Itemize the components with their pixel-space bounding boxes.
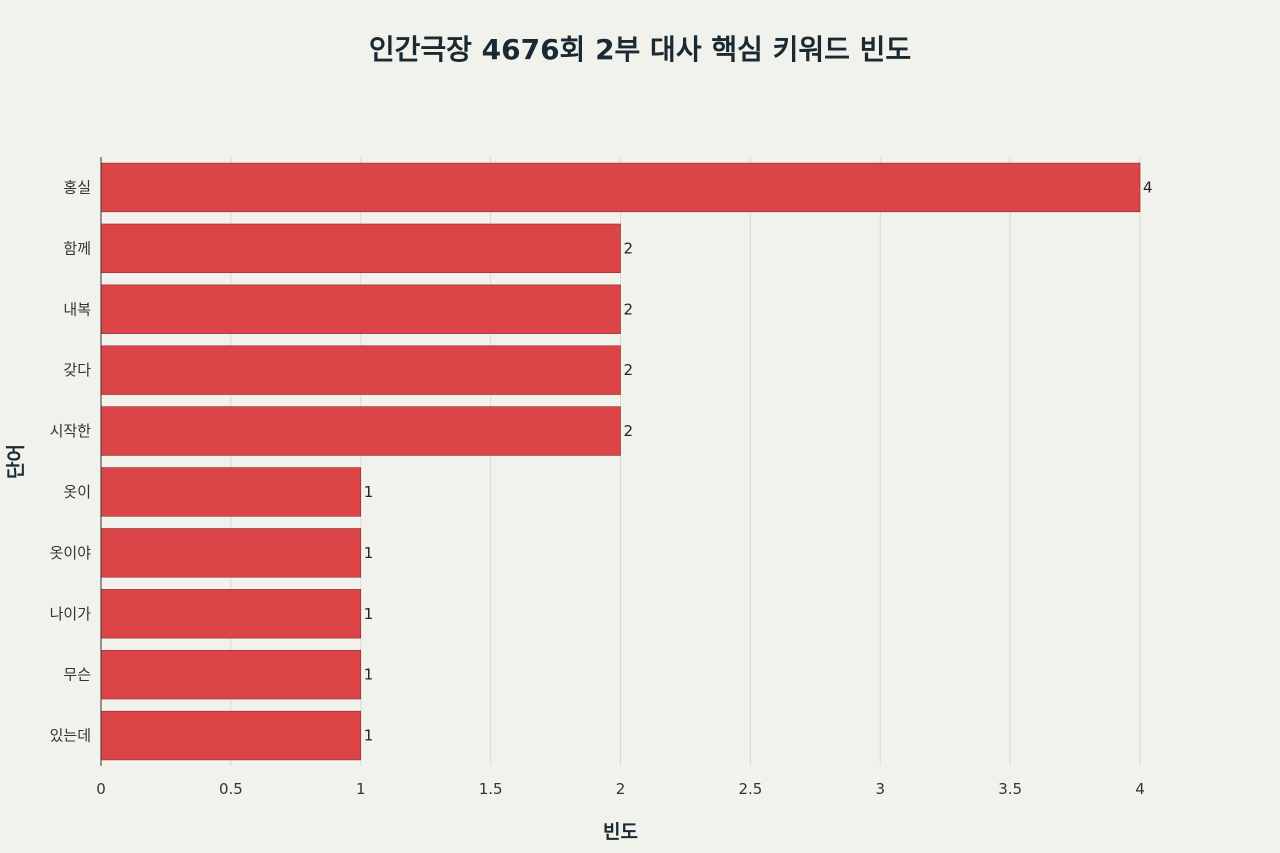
y-tick-label: 갖다 bbox=[63, 361, 91, 379]
value-labels: 4 2 2 2 2 1 1 1 1 1 bbox=[364, 178, 1153, 744]
bar-value-label: 1 bbox=[364, 605, 374, 623]
chart-title: 인간극장 4676회 2부 대사 핵심 키워드 빈도 bbox=[368, 33, 912, 66]
x-tick-label: 2 bbox=[616, 780, 626, 798]
x-tick-label: 2.5 bbox=[738, 780, 762, 798]
bar bbox=[100, 345, 621, 395]
y-tick-label: 내복 bbox=[63, 300, 91, 318]
bar bbox=[100, 710, 362, 761]
x-axis-title: 빈도 bbox=[603, 821, 638, 843]
bar-value-label: 1 bbox=[364, 544, 374, 562]
bar bbox=[100, 649, 362, 700]
y-tick-label: 홍실 bbox=[63, 178, 91, 196]
bar-value-label: 2 bbox=[624, 361, 634, 379]
x-tick-label: 4 bbox=[1135, 780, 1145, 798]
y-tick-label: 나이가 bbox=[50, 605, 92, 623]
bar-value-label: 1 bbox=[364, 666, 374, 684]
y-tick-label: 함께 bbox=[63, 239, 91, 257]
y-tick-label: 있는데 bbox=[50, 727, 91, 745]
y-axis-title: 단어 bbox=[5, 444, 27, 479]
x-tick-label: 3.5 bbox=[998, 780, 1022, 798]
bar-value-label: 1 bbox=[364, 483, 374, 501]
x-tick-label: 3 bbox=[875, 780, 885, 798]
bar-value-label: 4 bbox=[1143, 178, 1153, 196]
bar bbox=[100, 284, 621, 334]
bar-value-label: 1 bbox=[364, 727, 374, 745]
bar bbox=[100, 528, 362, 578]
y-tick-label: 옷이야 bbox=[50, 544, 92, 562]
bar bbox=[100, 223, 621, 274]
bar bbox=[100, 589, 362, 639]
bar bbox=[100, 406, 621, 456]
bar-value-label: 2 bbox=[624, 422, 634, 440]
bar-value-label: 2 bbox=[624, 239, 634, 257]
bar bbox=[100, 162, 1141, 213]
x-tick-label: 0.5 bbox=[219, 780, 243, 798]
bars bbox=[100, 162, 1141, 761]
y-tick-label: 옷이 bbox=[63, 483, 91, 501]
x-tick-labels: 0 0.5 1 1.5 2 2.5 3 3.5 4 bbox=[96, 780, 1145, 798]
bar bbox=[100, 467, 362, 517]
y-tick-label: 시작한 bbox=[50, 422, 92, 440]
x-tick-label: 0 bbox=[96, 780, 106, 798]
bar-value-label: 2 bbox=[624, 300, 634, 318]
x-tick-label: 1 bbox=[356, 780, 366, 798]
y-tick-label: 무슨 bbox=[63, 666, 91, 684]
x-tick-label: 1.5 bbox=[479, 780, 503, 798]
